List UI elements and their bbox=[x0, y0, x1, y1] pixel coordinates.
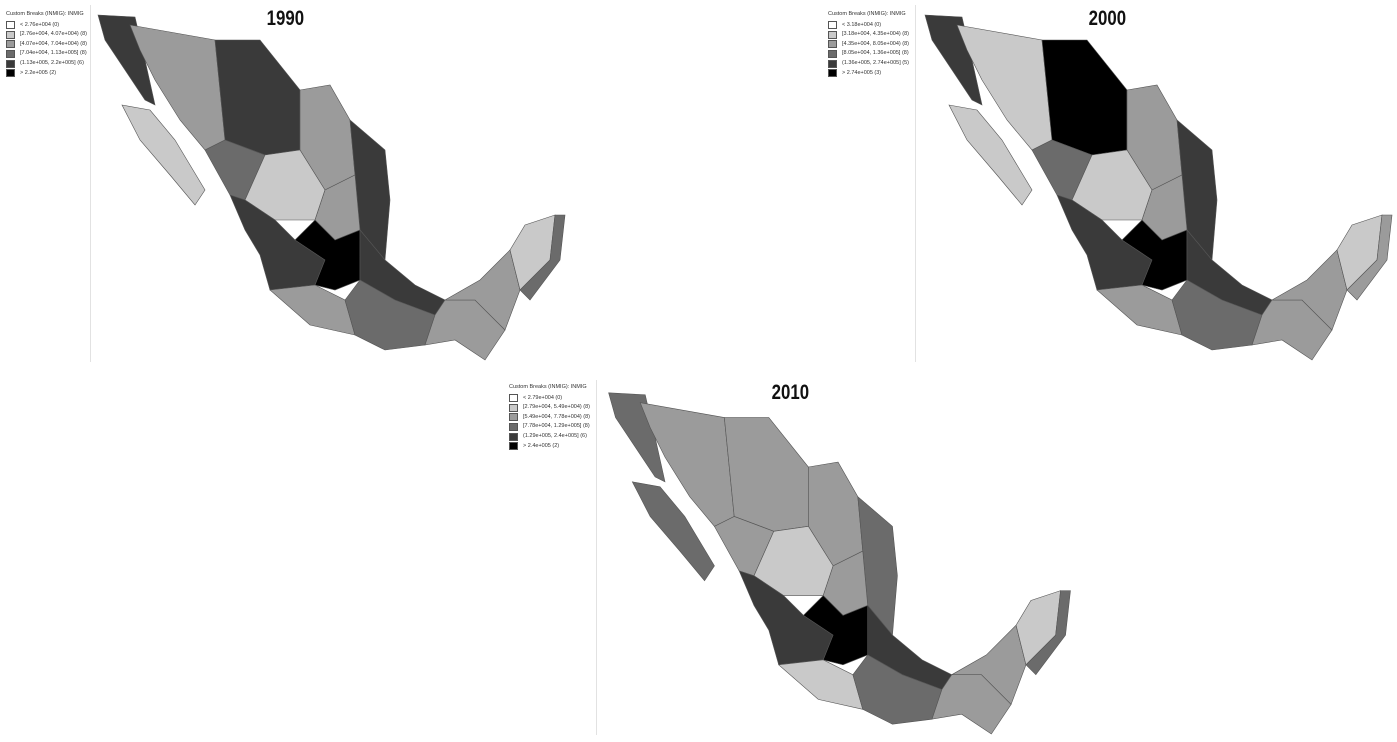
legend-swatch bbox=[828, 30, 837, 39]
legend-item: [4.07e+004, 7.04e+004) (8) bbox=[6, 40, 87, 50]
map-2000 bbox=[924, 14, 1393, 361]
divider bbox=[90, 5, 91, 362]
year-title-2000: 2000 bbox=[1088, 7, 1127, 30]
legend-swatch bbox=[509, 442, 518, 451]
legend-2000: Custom Breaks (INMIG): INMIG < 3.18e+004 … bbox=[828, 11, 909, 78]
legend-swatch bbox=[6, 21, 15, 30]
legend-label: < 2.79e+004 (0) bbox=[523, 394, 563, 401]
state-region bbox=[631, 481, 715, 582]
legend-item: > 2.74e+005 (3) bbox=[828, 68, 909, 78]
legend-item: < 2.79e+004 (0) bbox=[509, 394, 590, 404]
legend-item: (1.13e+005, 2.2e+005] (6) bbox=[6, 59, 87, 69]
legend-swatch bbox=[509, 432, 518, 441]
state-region bbox=[121, 104, 206, 206]
state-region bbox=[269, 284, 356, 336]
legend-label: (1.13e+005, 2.2e+005] (6) bbox=[20, 59, 84, 66]
legend-label: [2.79e+004, 5.49e+004) (8) bbox=[523, 404, 590, 411]
legend-item: > 2.2e+005 (2) bbox=[6, 68, 87, 78]
legend-item: [2.79e+004, 5.49e+004) (8) bbox=[509, 403, 590, 413]
state-region bbox=[214, 39, 301, 156]
legend-label: < 2.76e+004 (0) bbox=[20, 21, 60, 28]
legend-swatch bbox=[828, 69, 837, 78]
legend-label: (1.29e+005, 2.4e+005] (6) bbox=[523, 432, 587, 439]
legend-item: > 2.4e+005 (2) bbox=[509, 441, 590, 451]
legend-swatch bbox=[828, 21, 837, 30]
state-region bbox=[608, 392, 666, 483]
panel-2010: Custom Breaks (INMIG): INMIG < 2.79e+004 … bbox=[505, 378, 1397, 738]
legend-item: (1.29e+005, 2.4e+005] (6) bbox=[509, 432, 590, 442]
legend-label: [8.05e+004, 1.36e+005] (8) bbox=[842, 50, 909, 57]
legend-label: [7.04e+004, 1.13e+005] (8) bbox=[20, 50, 87, 57]
legend-swatch bbox=[828, 40, 837, 49]
year-title-2010: 2010 bbox=[771, 381, 810, 404]
state-region bbox=[1041, 39, 1128, 156]
legend-swatch bbox=[6, 69, 15, 78]
divider bbox=[915, 5, 916, 362]
legend-1990: Custom Breaks (INMIG): INMIG < 2.76e+004 … bbox=[6, 11, 87, 78]
state-region bbox=[1096, 284, 1183, 336]
legend-label: [2.76e+004, 4.07e+004) (8) bbox=[20, 31, 87, 38]
panel-1990: Custom Breaks (INMIG): INMIG < 2.76e+004 … bbox=[0, 0, 820, 365]
legend-swatch bbox=[509, 413, 518, 422]
legend-item: < 2.76e+004 (0) bbox=[6, 21, 87, 31]
state-region bbox=[723, 417, 809, 532]
legend-label: [5.49e+004, 7.78e+004) (8) bbox=[523, 413, 590, 420]
legend-swatch bbox=[509, 423, 518, 432]
legend-item: [4.35e+004, 8.05e+004) (8) bbox=[828, 40, 909, 50]
year-title-1990: 1990 bbox=[266, 7, 305, 30]
state-region bbox=[519, 214, 566, 301]
legend-item: (1.36e+005, 2.74e+005] (5) bbox=[828, 59, 909, 69]
legend-label: [3.18e+004, 4.35e+004) (8) bbox=[842, 31, 909, 38]
legend-2010: Custom Breaks (INMIG): INMIG < 2.79e+004 … bbox=[509, 384, 590, 451]
legend-label: < 3.18e+004 (0) bbox=[842, 21, 882, 28]
legend-item: [8.05e+004, 1.36e+005] (8) bbox=[828, 49, 909, 59]
legend-label: > 2.74e+005 (3) bbox=[842, 69, 882, 76]
legend-title: Custom Breaks (INMIG): INMIG bbox=[828, 11, 906, 17]
legend-swatch bbox=[6, 40, 15, 49]
legend-item: [5.49e+004, 7.78e+004) (8) bbox=[509, 413, 590, 423]
legend-item: [7.04e+004, 1.13e+005] (8) bbox=[6, 49, 87, 59]
state-region bbox=[948, 104, 1033, 206]
legend-swatch bbox=[6, 59, 15, 68]
state-region bbox=[1025, 590, 1071, 676]
map-2010 bbox=[608, 392, 1071, 735]
legend-item: [7.78e+004, 1.29e+005] (8) bbox=[509, 422, 590, 432]
divider bbox=[596, 380, 597, 735]
legend-label: [4.07e+004, 7.04e+004) (8) bbox=[20, 40, 87, 47]
legend-label: [4.35e+004, 8.05e+004) (8) bbox=[842, 40, 909, 47]
legend-label: [7.78e+004, 1.29e+005] (8) bbox=[523, 423, 590, 430]
legend-label: > 2.2e+005 (2) bbox=[20, 69, 57, 76]
legend-swatch bbox=[6, 50, 15, 59]
legend-item: [3.18e+004, 4.35e+004) (8) bbox=[828, 30, 909, 40]
legend-item: < 3.18e+004 (0) bbox=[828, 21, 909, 31]
legend-swatch bbox=[6, 30, 15, 39]
state-region bbox=[1346, 214, 1393, 301]
panel-2000: Custom Breaks (INMIG): INMIG < 3.18e+004 … bbox=[822, 0, 1397, 365]
legend-title: Custom Breaks (INMIG): INMIG bbox=[509, 384, 587, 390]
legend-title: Custom Breaks (INMIG): INMIG bbox=[6, 11, 84, 17]
state-region bbox=[97, 14, 156, 106]
state-region bbox=[778, 659, 864, 710]
legend-label: (1.36e+005, 2.74e+005] (5) bbox=[842, 59, 909, 66]
legend-swatch bbox=[509, 403, 518, 412]
legend-swatch bbox=[828, 59, 837, 68]
legend-label: > 2.4e+005 (2) bbox=[523, 442, 560, 449]
legend-item: [2.76e+004, 4.07e+004) (8) bbox=[6, 30, 87, 40]
state-region bbox=[924, 14, 983, 106]
legend-swatch bbox=[828, 50, 837, 59]
legend-swatch bbox=[509, 394, 518, 403]
map-1990 bbox=[97, 14, 566, 361]
